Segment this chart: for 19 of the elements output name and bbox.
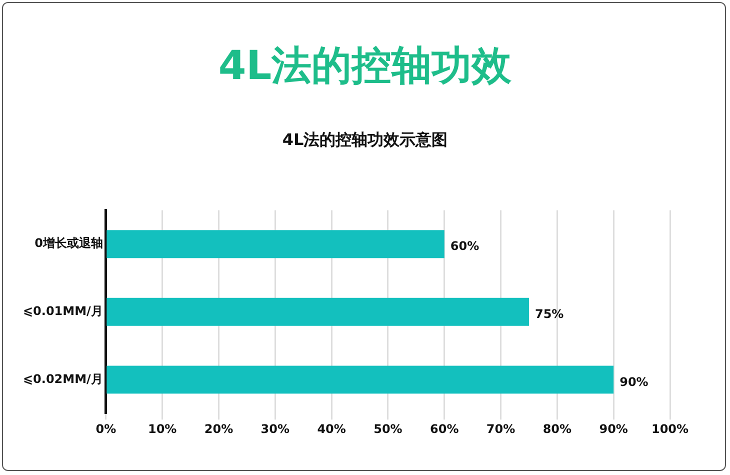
x-tick-label: 0% bbox=[96, 422, 116, 436]
x-tick-label: 80% bbox=[542, 422, 572, 436]
data-label: 60% bbox=[450, 239, 480, 254]
x-tick-label: 100% bbox=[651, 422, 689, 436]
y-tick-label: ⩽0.01MM/月 bbox=[22, 304, 103, 318]
y-tick-label: ⩽0.02MM/月 bbox=[22, 372, 103, 386]
chart-subtitle: 4L法的控轴功效示意图 bbox=[281, 130, 449, 151]
data-label: 90% bbox=[620, 374, 648, 389]
y-tick-label: 0增长或退轴 bbox=[34, 236, 103, 250]
x-tick-label: 50% bbox=[374, 422, 402, 436]
x-tick-label: 90% bbox=[599, 422, 628, 436]
chart-title: 4L法的控轴功效 bbox=[217, 42, 513, 91]
x-tick-label: 30% bbox=[260, 422, 290, 436]
x-tick-label: 60% bbox=[430, 422, 459, 436]
x-tick-label: 40% bbox=[317, 422, 346, 436]
data-label: 75% bbox=[534, 307, 564, 322]
x-tick-label: 70% bbox=[486, 422, 516, 436]
x-tick-label: 20% bbox=[204, 422, 234, 436]
x-tick-label: 10% bbox=[148, 422, 177, 436]
